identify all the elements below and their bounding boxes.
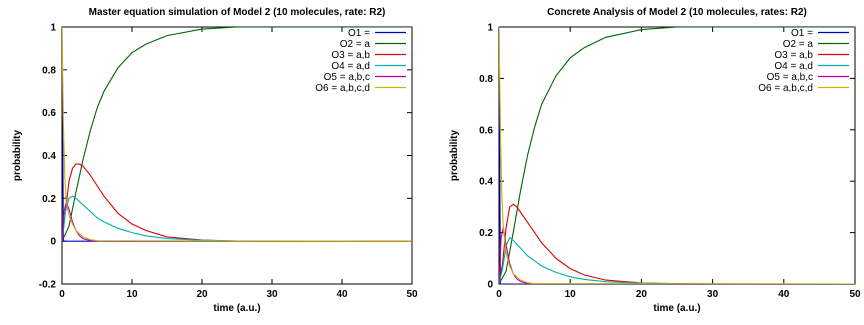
y-tick-label: 0.6 xyxy=(479,125,493,136)
x-tick-label: 20 xyxy=(636,289,648,300)
x-tick-label: 0 xyxy=(496,289,502,300)
y-tick-label: 1 xyxy=(487,23,493,34)
x-tick-label: 10 xyxy=(565,289,577,300)
y-tick-label: 0.4 xyxy=(42,151,56,162)
series-line-4 xyxy=(62,195,412,242)
y-tick-label: 0.6 xyxy=(42,108,56,119)
legend-label: O5 = a,b,c xyxy=(767,72,813,83)
chart-title: Concrete Analysis of Model 2 (10 molecul… xyxy=(547,7,807,18)
legend-label: O3 = a,b xyxy=(774,50,813,61)
x-tick-label: 30 xyxy=(266,289,278,300)
y-tick-label: 0.8 xyxy=(42,65,56,76)
y-tick-label: 0.4 xyxy=(479,177,493,188)
legend-label: O3 = a,b xyxy=(331,50,370,61)
x-tick-label: 10 xyxy=(126,289,138,300)
y-tick-label: 0.2 xyxy=(479,228,493,239)
legend-label: O6 = a,b,c,d xyxy=(758,83,813,94)
x-axis-label: time (a.u.) xyxy=(653,303,700,314)
y-axis-label: probability xyxy=(449,130,460,182)
legend-label: O1 = xyxy=(348,28,370,39)
series-line-1 xyxy=(499,27,855,284)
series-line-5 xyxy=(499,227,855,284)
chart-title: Master equation simulation of Model 2 (1… xyxy=(89,7,386,18)
series-line-2 xyxy=(62,27,412,242)
series-line-3 xyxy=(499,203,855,284)
chart-2: Concrete Analysis of Model 2 (10 molecul… xyxy=(449,7,861,314)
legend-label: O2 = a xyxy=(783,39,814,50)
series-line-3 xyxy=(62,163,412,242)
x-axis-label: time (a.u.) xyxy=(213,303,260,314)
y-axis-label: probability xyxy=(12,130,23,182)
x-tick-label: 40 xyxy=(778,289,790,300)
x-tick-label: 30 xyxy=(707,289,719,300)
y-tick-label: 0 xyxy=(487,280,493,291)
series-line-6 xyxy=(62,27,412,242)
legend-label: O4 = a,d xyxy=(331,61,370,72)
series-line-4 xyxy=(499,236,855,284)
y-tick-label: 0.8 xyxy=(479,74,493,85)
y-tick-label: 0 xyxy=(50,237,56,248)
series-line-6 xyxy=(499,27,855,284)
x-tick-label: 0 xyxy=(59,289,65,300)
x-tick-label: 20 xyxy=(196,289,208,300)
legend-label: O1 = xyxy=(791,28,813,39)
legend-label: O5 = a,b,c xyxy=(324,72,370,83)
legend-label: O2 = a xyxy=(340,39,371,50)
x-tick-label: 50 xyxy=(406,289,418,300)
y-tick-label: 0.2 xyxy=(42,194,56,205)
y-tick-label: 1 xyxy=(50,23,56,34)
chart-1: Master equation simulation of Model 2 (1… xyxy=(12,7,418,314)
x-tick-label: 40 xyxy=(336,289,348,300)
series-line-2 xyxy=(499,27,855,284)
legend-label: O6 = a,b,c,d xyxy=(315,83,370,94)
x-tick-label: 50 xyxy=(849,289,861,300)
legend-label: O4 = a,d xyxy=(774,61,813,72)
y-tick-label: -0.2 xyxy=(39,280,57,291)
